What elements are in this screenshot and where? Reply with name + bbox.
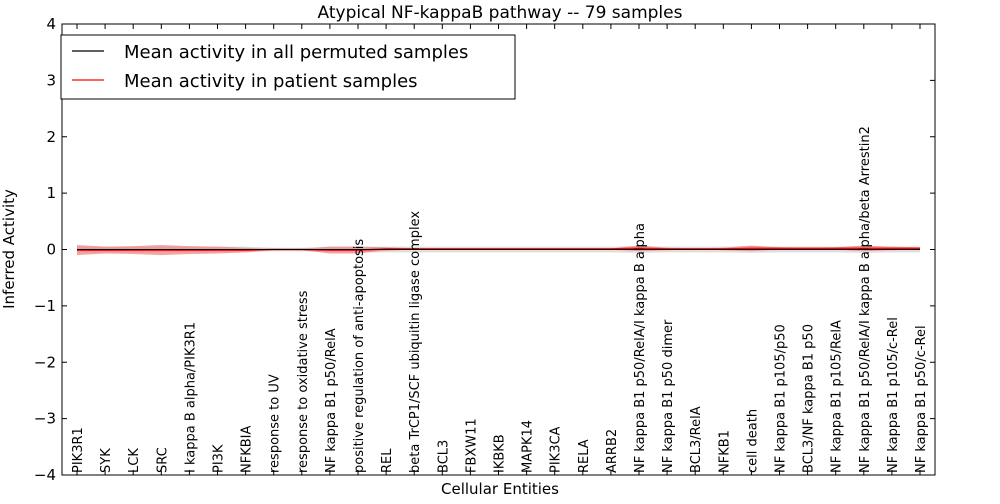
x-tick-label: LCK [127, 448, 142, 473]
x-tick-label: SRC [155, 447, 170, 473]
x-tick-label: response to UV [268, 374, 283, 473]
x-tick-label: NFKB1 [717, 430, 732, 473]
y-tick-label: 0 [46, 241, 56, 259]
x-tick-label: NF kappa B1 p50 dimer [661, 319, 676, 473]
x-tick-label: NF kappa B1 p50/RelA/I kappa B alpha/bet… [858, 126, 873, 473]
ticks: −4 −3 −2 −1 0 1 2 3 4 [34, 15, 935, 484]
x-tick-label: RELA [577, 439, 592, 473]
x-tick-label: PI3K [212, 444, 227, 473]
chart-title: Atypical NF-kappaB pathway -- 79 samples [318, 3, 683, 23]
x-tick-labels: PIK3R1 SYK LCK SRC I kappa B alpha/PIK3R1 PI3… [71, 126, 929, 473]
y-tick-label: 1 [46, 184, 56, 202]
legend-label-patient: Mean activity in patient samples [124, 71, 418, 92]
line-series-1 [77, 247, 920, 251]
y-axis-label: Inferred Activity [0, 189, 18, 309]
x-tick-label: PIK3R1 [71, 427, 86, 473]
legend-box [60, 34, 516, 100]
x-tick-label: cell death [745, 409, 760, 473]
y-tick-label: 2 [46, 128, 56, 146]
y-tick-label: −1 [34, 297, 56, 315]
y-tick-label: 4 [46, 15, 56, 33]
x-tick-label: beta TrCP1/SCF ubiquitin ligase complex [408, 211, 423, 473]
x-tick-label: NF kappa B1 p105/c-Rel [886, 317, 901, 473]
x-tick-label: BCL3/NF kappa B1 p50 [802, 324, 817, 473]
legend-label-permuted: Mean activity in all permuted samples [124, 42, 468, 63]
x-tick-label: PIK3CA [549, 426, 564, 473]
x-tick-label: I kappa B alpha/PIK3R1 [183, 322, 198, 473]
x-tick-label: NF kappa B1 p105/p50 [774, 324, 789, 473]
x-tick-label: IKBKB [493, 434, 508, 473]
y-tick-label: −2 [34, 353, 56, 371]
y-tick-label: −3 [34, 410, 56, 428]
y-tick-label: −4 [34, 466, 56, 484]
x-tick-label: NF kappa B1 p105/RelA [830, 320, 845, 473]
x-tick-label: BCL3/RelA [689, 406, 704, 473]
x-tick-label: SYK [99, 448, 114, 473]
x-tick-label: response to oxidative stress [296, 290, 311, 473]
y-tick-label: 3 [46, 71, 56, 89]
x-tick-label: FBXW11 [464, 418, 479, 473]
series-lines [77, 247, 920, 251]
legend: Mean activity in all permuted samples Me… [60, 34, 516, 100]
x-tick-label: NF kappa B1 p50/RelA/I kappa B alpha [633, 223, 648, 473]
x-tick-label: NF kappa B1 p50/c-Rel [914, 325, 929, 473]
x-tick-label: REL [380, 448, 395, 473]
x-tick-label: NF kappa B1 p50/RelA [324, 328, 339, 473]
x-axis-label: Cellular Entities [441, 480, 559, 498]
x-tick-label: positive regulation of anti-apoptosis [352, 239, 367, 473]
plot-frame [61, 23, 936, 476]
x-tick-label: NFKBIA [240, 426, 255, 473]
x-tick-label: MAPK14 [521, 420, 536, 473]
x-tick-label: BCL3 [436, 440, 451, 473]
x-tick-label: ARRB2 [605, 429, 620, 473]
